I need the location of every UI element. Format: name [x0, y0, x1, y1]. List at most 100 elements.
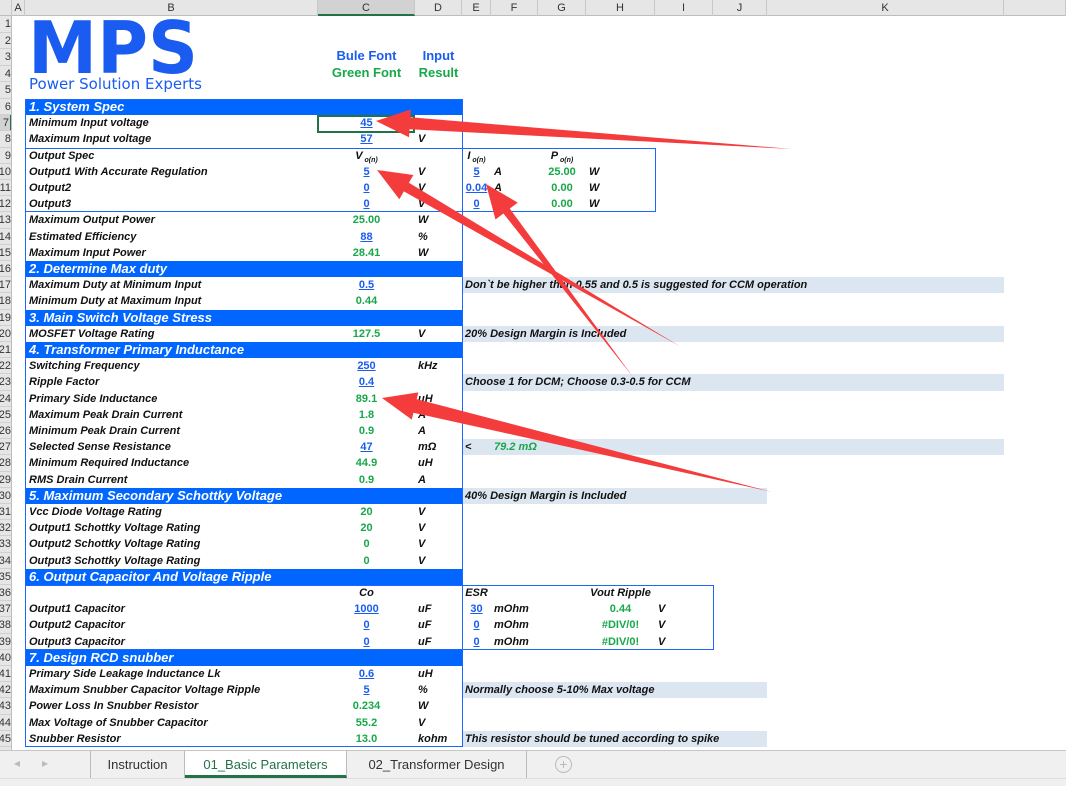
row-header[interactable]: 43 [0, 698, 11, 715]
note-text: Don`t be higher than 0.55 and 0.5 is sug… [465, 279, 808, 292]
input-value[interactable]: 1000 [354, 603, 379, 616]
field-label: Snubber Resistor [29, 732, 121, 745]
column-header-j[interactable]: J [713, 0, 767, 16]
input-value[interactable]: 30 [470, 603, 483, 616]
row-header[interactable]: 10 [0, 164, 11, 180]
row-header[interactable]: 28 [0, 455, 11, 472]
row-header[interactable]: 5 [0, 82, 11, 99]
row-header[interactable]: 42 [0, 682, 11, 699]
row-header[interactable]: 41 [0, 666, 11, 683]
unit-label: kohm [418, 732, 448, 745]
row-header[interactable]: 25 [0, 407, 11, 423]
input-value[interactable]: 47 [360, 441, 373, 454]
input-value[interactable]: 5 [473, 165, 480, 178]
input-value[interactable]: 5 [363, 684, 370, 697]
row-header[interactable]: 9 [0, 148, 11, 164]
tab-basic-parameters[interactable]: 01_Basic Parameters [185, 751, 347, 778]
worksheet-grid[interactable]: MPS Power Solution Experts Bule Font Gre… [0, 0, 1066, 750]
row-header[interactable]: 44 [0, 715, 11, 731]
legend-result: Result [418, 65, 459, 80]
column-header-c[interactable]: C [318, 0, 415, 16]
column-header-b[interactable]: B [25, 0, 318, 16]
row-header[interactable]: 37 [0, 601, 11, 618]
result-value: #DIV/0! [601, 635, 640, 648]
add-sheet-icon[interactable]: + [555, 756, 572, 773]
row-header[interactable]: 31 [0, 504, 11, 521]
tab-transformer-design[interactable]: 02_Transformer Design [347, 751, 527, 778]
input-value[interactable]: 250 [357, 360, 376, 373]
row-header[interactable]: 17 [0, 277, 11, 294]
row-header[interactable]: 26 [0, 423, 11, 440]
column-header-d[interactable]: D [415, 0, 462, 16]
row-header[interactable]: 11 [0, 180, 11, 197]
row-header[interactable]: 3 [0, 49, 11, 66]
note-background [462, 439, 1004, 456]
column-header-g[interactable]: G [538, 0, 586, 16]
selected-cell-c7[interactable] [317, 115, 415, 133]
row-header[interactable]: 29 [0, 472, 11, 488]
result-value: 0.9 [358, 425, 375, 437]
row-header[interactable]: 40 [0, 650, 11, 666]
input-value[interactable]: 0.5 [358, 279, 375, 292]
input-value[interactable]: 45 [360, 117, 373, 130]
input-value[interactable]: 0 [363, 198, 370, 211]
column-header-i[interactable]: I [655, 0, 713, 16]
row-header[interactable]: 38 [0, 617, 11, 634]
row-header[interactable]: 14 [0, 229, 11, 245]
unit-label: V [418, 506, 426, 518]
row-header[interactable]: 2 [0, 33, 11, 50]
input-value[interactable]: 0.04 [465, 182, 488, 194]
input-value[interactable]: 0 [473, 198, 480, 211]
column-header-a[interactable]: A [12, 0, 25, 16]
row-header[interactable]: 32 [0, 520, 11, 537]
row-header[interactable]: 30 [0, 488, 11, 504]
section-header: 7. Design RCD snubber [25, 649, 462, 666]
row-header[interactable]: 36 [0, 585, 11, 602]
input-value[interactable]: 0.6 [358, 668, 375, 680]
row-header[interactable]: 23 [0, 374, 11, 391]
row-header[interactable]: 35 [0, 569, 11, 585]
column-header-h[interactable]: H [586, 0, 655, 16]
scroll-left-icon[interactable]: ◂ [14, 756, 21, 770]
input-value[interactable]: 0 [363, 619, 370, 632]
select-all-corner[interactable] [0, 0, 12, 16]
column-header-e[interactable]: E [462, 0, 491, 16]
row-header[interactable]: 21 [0, 342, 11, 359]
symbol-heading: P o(n) [538, 148, 586, 164]
row-header[interactable]: 7 [0, 115, 11, 132]
scroll-right-icon[interactable]: ▸ [42, 756, 49, 770]
row-header[interactable]: 1 [0, 16, 11, 33]
row-header[interactable]: 8 [0, 131, 11, 148]
input-value[interactable]: 57 [360, 133, 373, 146]
input-value[interactable]: 0 [363, 182, 370, 194]
input-value[interactable]: 0 [473, 635, 480, 648]
row-header[interactable]: 27 [0, 439, 11, 456]
row-header[interactable]: 4 [0, 66, 11, 83]
row-header[interactable]: 12 [0, 196, 11, 213]
row-header[interactable]: 45 [0, 731, 11, 747]
input-value[interactable]: 0.4 [358, 376, 375, 389]
row-header[interactable]: 46 [0, 747, 11, 750]
input-value[interactable]: 88 [360, 230, 373, 243]
row-header[interactable]: 33 [0, 536, 11, 553]
row-header[interactable]: 16 [0, 261, 11, 278]
row-header[interactable]: 34 [0, 553, 11, 569]
row-header[interactable]: 6 [0, 99, 11, 116]
input-value[interactable]: 0 [473, 619, 480, 632]
row-header[interactable]: 13 [0, 212, 11, 229]
row-header[interactable]: 24 [0, 391, 11, 407]
row-header[interactable]: 18 [0, 293, 11, 310]
column-header-f[interactable]: F [491, 0, 538, 16]
row-header[interactable]: 39 [0, 634, 11, 650]
row-header[interactable]: 20 [0, 326, 11, 342]
row-header[interactable]: 19 [0, 310, 11, 326]
field-label: Selected Sense Resistance [29, 441, 171, 454]
input-value[interactable]: 0 [363, 635, 370, 648]
row-header[interactable]: 15 [0, 245, 11, 261]
tab-instruction[interactable]: Instruction [90, 751, 185, 778]
row-header[interactable]: 22 [0, 358, 11, 375]
unit-label: V [418, 198, 426, 211]
note-background [462, 374, 1004, 391]
input-value[interactable]: 5 [363, 165, 370, 178]
column-header-k[interactable]: K [767, 0, 1004, 16]
